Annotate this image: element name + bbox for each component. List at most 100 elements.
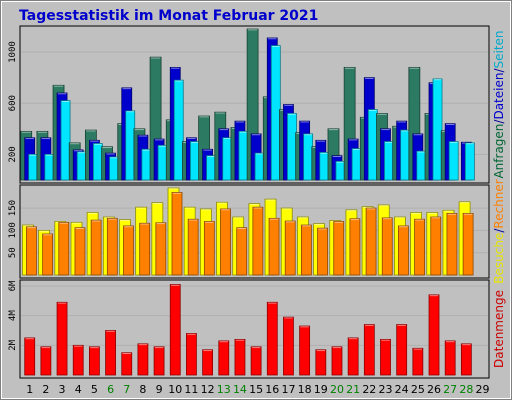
bar-datenmenge bbox=[40, 346, 52, 376]
y-tick-label: 200 bbox=[8, 146, 18, 162]
bar-body bbox=[72, 344, 84, 376]
chart-title: Tagesstatistik im Monat Februar 2021 bbox=[19, 8, 318, 24]
bar-datenmenge bbox=[234, 338, 246, 376]
bar-body bbox=[351, 148, 362, 181]
bar-seiten bbox=[303, 133, 314, 181]
bar-body bbox=[190, 141, 200, 181]
bar-seiten bbox=[238, 130, 249, 181]
bar-seiten bbox=[109, 156, 119, 181]
bar-seiten bbox=[270, 45, 281, 181]
x-tick-label: 12 bbox=[201, 383, 215, 396]
bar-body bbox=[414, 218, 425, 276]
bar-rechner bbox=[58, 221, 70, 276]
bar-body bbox=[365, 207, 377, 276]
bar-rechner bbox=[414, 218, 425, 276]
bar-seiten bbox=[206, 155, 217, 181]
bar-body bbox=[363, 324, 375, 376]
bar-body bbox=[303, 133, 314, 181]
bar-seiten bbox=[76, 151, 87, 181]
bar-datenmenge bbox=[283, 316, 294, 376]
bar-rechner bbox=[300, 224, 312, 276]
bar-body bbox=[254, 152, 265, 181]
x-tick-label: 25 bbox=[411, 383, 425, 396]
x-tick-label: 29 bbox=[476, 383, 490, 396]
bar-datenmenge bbox=[153, 346, 165, 376]
y-tick-label: 6M bbox=[8, 280, 18, 291]
y-axis-label-part: Besuche bbox=[492, 233, 506, 284]
bar-body bbox=[56, 301, 68, 376]
bar-body bbox=[153, 346, 165, 376]
bar-body bbox=[88, 346, 100, 376]
bar-seiten bbox=[464, 142, 475, 181]
y-axis-label: Datenmenge bbox=[492, 290, 506, 368]
bar-body bbox=[398, 225, 409, 276]
bar-body bbox=[106, 217, 118, 276]
bar-rechner bbox=[462, 213, 474, 276]
bar-body bbox=[44, 154, 55, 181]
bar-body bbox=[317, 227, 328, 276]
bar-datenmenge bbox=[460, 343, 472, 376]
y-axis-label: Anfragen/Dateien/Seiten bbox=[492, 30, 506, 178]
bar-rechner bbox=[42, 233, 54, 276]
bar-datenmenge bbox=[347, 337, 359, 376]
y-tick-label: 600 bbox=[8, 95, 18, 111]
x-tick-label: 21 bbox=[346, 383, 360, 396]
x-tick-label: 19 bbox=[314, 383, 328, 396]
bar-rechner bbox=[317, 227, 328, 276]
bar-body bbox=[299, 325, 311, 376]
bar-datenmenge bbox=[250, 346, 262, 376]
y-tick-label: 4M bbox=[8, 310, 18, 321]
x-tick-label: 23 bbox=[378, 383, 392, 396]
bar-rechner bbox=[171, 192, 183, 276]
bar-seiten bbox=[367, 109, 378, 181]
bar-body bbox=[206, 155, 217, 181]
bar-datenmenge bbox=[412, 347, 424, 376]
bar-body bbox=[40, 346, 52, 376]
bar-datenmenge bbox=[56, 301, 68, 376]
y-tick-label: 2M bbox=[8, 339, 18, 350]
bar-body bbox=[315, 349, 327, 376]
bar-body bbox=[187, 218, 199, 276]
y-axis-label-part: Dateien bbox=[492, 73, 506, 120]
bar-body bbox=[266, 301, 278, 376]
bar-body bbox=[236, 227, 248, 276]
bar-seiten bbox=[287, 113, 297, 181]
x-tick-label: 27 bbox=[443, 383, 457, 396]
bar-seiten bbox=[384, 141, 394, 181]
bar-seiten bbox=[92, 143, 103, 181]
bar-body bbox=[60, 100, 71, 181]
bar-body bbox=[58, 221, 70, 276]
bar-datenmenge bbox=[72, 344, 84, 376]
bar-seiten bbox=[173, 79, 184, 181]
bar-body bbox=[464, 142, 475, 181]
bar-rechner bbox=[155, 222, 167, 276]
bar-body bbox=[335, 161, 346, 181]
bar-datenmenge bbox=[88, 346, 100, 376]
bar-datenmenge bbox=[169, 284, 181, 376]
bar-body bbox=[202, 349, 214, 376]
bar-datenmenge bbox=[299, 325, 311, 376]
y-axis-label-part: / bbox=[492, 228, 506, 233]
bar-body bbox=[28, 154, 39, 181]
bar-body bbox=[381, 217, 393, 276]
bar-body bbox=[125, 110, 136, 181]
bar-rechner bbox=[139, 222, 151, 276]
x-tick-label: 8 bbox=[139, 383, 146, 396]
bar-datenmenge bbox=[24, 337, 36, 376]
bar-seiten bbox=[400, 129, 411, 181]
bar-body bbox=[90, 219, 102, 276]
bar-rechner bbox=[90, 219, 102, 276]
bar-seiten bbox=[44, 154, 55, 181]
bar-body bbox=[92, 143, 103, 181]
x-tick-label: 22 bbox=[362, 383, 376, 396]
bar-body bbox=[139, 222, 151, 276]
y-axis-label: Besuche/Rechner bbox=[492, 179, 506, 283]
bar-datenmenge bbox=[266, 301, 278, 376]
bar-body bbox=[416, 150, 427, 181]
bar-seiten bbox=[416, 150, 427, 181]
x-tick-label: 9 bbox=[156, 383, 163, 396]
bar-seiten bbox=[190, 141, 200, 181]
bar-datenmenge bbox=[186, 333, 197, 376]
